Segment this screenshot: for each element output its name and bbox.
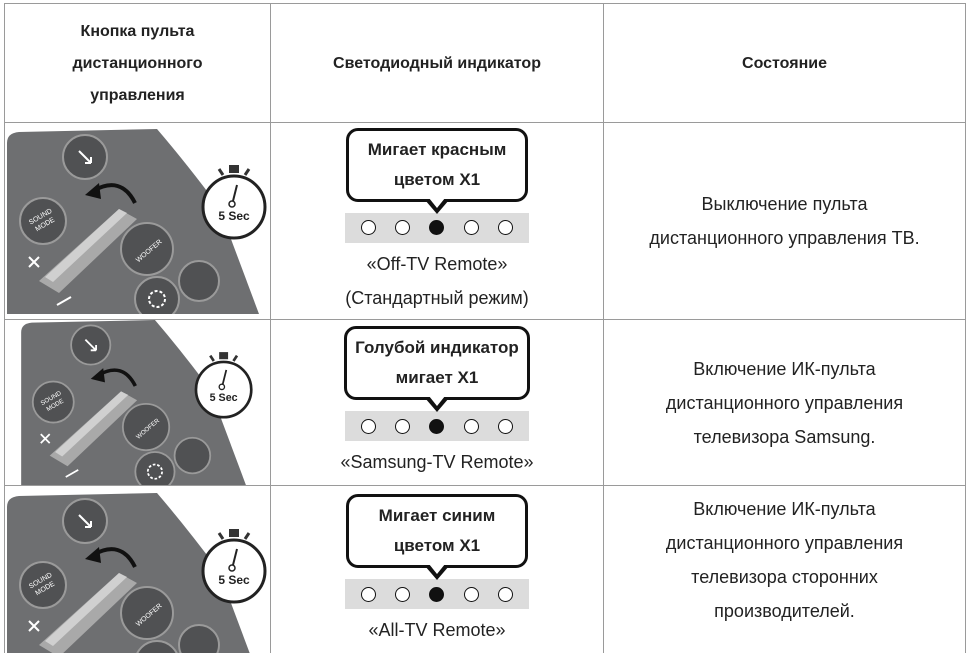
- header-text: Кнопка пульта: [80, 22, 195, 40]
- led-bubble: Мигает красным цветом X1: [346, 127, 528, 214]
- remote-illustration: SOUND MODE WOOFER 5 Sec: [6, 128, 266, 314]
- status-text: телевизора сторонних: [691, 567, 878, 587]
- button-cell: SOUND MODE WOOFER 5 Sec: [4, 485, 270, 653]
- status-text: дистанционного управления: [665, 533, 904, 553]
- led-text: Голубой индикатор: [355, 338, 519, 357]
- led-strip: [345, 212, 529, 243]
- caption: «Samsung-TV Remote»: [340, 452, 534, 472]
- indicator-cell: Голубой индикатор мигает X1 «Samsung-TV Re…: [270, 319, 603, 485]
- status-text: дистанционного управления: [665, 392, 904, 413]
- status-text: телевизора Samsung.: [693, 426, 876, 447]
- led-text: мигает X1: [395, 368, 479, 387]
- header-text: дистанционного: [72, 54, 203, 72]
- led-text: Мигает красным: [367, 139, 507, 159]
- led-dot: [395, 586, 411, 602]
- caption: «All-TV Remote»: [368, 620, 506, 640]
- button-cell: SOUND MODE WOOFER 5 Sec: [4, 319, 270, 485]
- timer-label: 5 Sec: [218, 573, 250, 587]
- led-dot: [498, 418, 514, 434]
- status-cell: Выключение пульта дистанционного управлен…: [603, 122, 966, 319]
- status-text: Выключение пульта: [701, 194, 868, 214]
- led-dot: [429, 418, 445, 434]
- header-cell: Состояние: [603, 3, 966, 123]
- header-text: Состояние: [742, 54, 827, 72]
- caption: «Off-TV Remote»: [366, 253, 508, 274]
- button-cell: SOUND MODE WOOFER 5 Sec: [4, 122, 270, 319]
- led-dot: [498, 220, 514, 235]
- header-text: управления: [90, 86, 185, 104]
- led-dot: [395, 418, 411, 434]
- led-bubble: Голубой индикатор мигает X1: [344, 326, 530, 412]
- status-text: производителей.: [714, 601, 855, 621]
- led-text: Мигает синим: [378, 506, 496, 525]
- led-bubble: Мигает синим цветом X1: [346, 494, 528, 580]
- status-text: дистанционного управления ТВ.: [649, 228, 920, 248]
- led-strip: [345, 579, 529, 609]
- status-text: Включение ИК-пульта: [693, 499, 876, 519]
- status-text: Включение ИК-пульта: [693, 358, 876, 379]
- remote-illustration: SOUND MODE WOOFER 5 Sec: [20, 320, 253, 485]
- status-cell: Включение ИК-пульта дистанционного управл…: [603, 319, 966, 485]
- timer-label: 5 Sec: [209, 392, 237, 404]
- led-dot: [360, 418, 376, 434]
- led-dot: [463, 586, 479, 602]
- header-cell: Кнопка пульта дистанционного управления: [4, 3, 270, 123]
- timer-label: 5 Sec: [218, 209, 250, 223]
- led-dot: [360, 586, 376, 602]
- led-dot: [429, 220, 445, 235]
- indicator-cell: Мигает синим цветом X1 «All-TV Remote»: [270, 485, 603, 653]
- status-cell: Включение ИК-пульта дистанционного управл…: [603, 485, 966, 653]
- indicator-cell: Мигает красным цветом X1 «Off-TV Remote» (С…: [270, 122, 603, 319]
- led-dot: [463, 220, 479, 235]
- led-text: цветом X1: [393, 536, 481, 555]
- led-dot: [429, 586, 445, 602]
- caption: (Стандартный режим): [345, 287, 529, 308]
- led-dot: [395, 220, 411, 235]
- led-text: цветом X1: [393, 169, 481, 189]
- led-dot: [360, 220, 376, 235]
- led-dot: [463, 418, 479, 434]
- led-strip: [345, 411, 529, 441]
- led-dot: [498, 586, 514, 602]
- header-cell: Светодиодный индикатор: [270, 3, 603, 123]
- header-text: Светодиодный индикатор: [333, 54, 541, 72]
- remote-illustration: SOUND MODE WOOFER 5 Sec: [6, 493, 266, 653]
